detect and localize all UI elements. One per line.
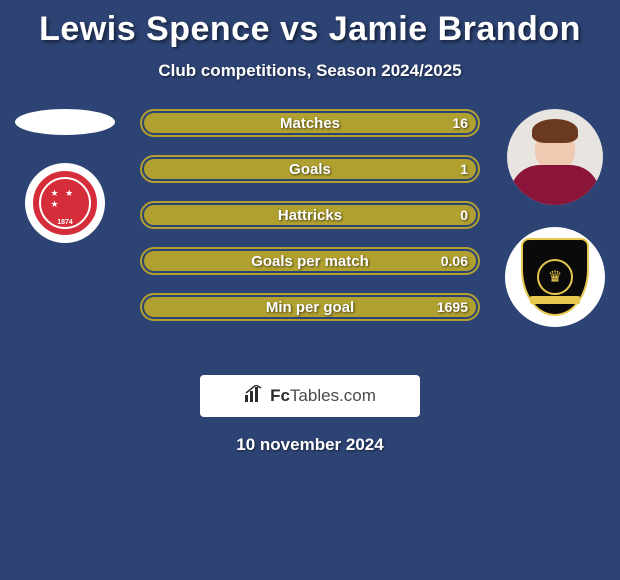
- vs-separator: vs: [280, 10, 319, 48]
- club-badge-red-circle: ★ ★ ★ 1874: [33, 171, 97, 235]
- stat-rows-container: Matches 16 Goals 1 Hattricks 0 Goals per match…: [140, 109, 480, 321]
- stat-row: Goals 1: [140, 155, 480, 183]
- player2-club-badge: ♛: [505, 227, 605, 327]
- stat-right-value: 0: [460, 207, 468, 223]
- stat-label: Goals: [289, 161, 331, 178]
- subtitle: Club competitions, Season 2024/2025: [0, 61, 620, 81]
- player2-name: Jamie Brandon: [329, 10, 581, 48]
- player1-name: Lewis Spence: [39, 10, 270, 48]
- brand-chart-icon: [244, 385, 266, 408]
- stat-row: Min per goal 1695: [140, 293, 480, 321]
- brand-text: FcTables.com: [270, 386, 376, 406]
- shield-emblem-icon: ♛: [537, 259, 573, 295]
- stat-label: Min per goal: [266, 299, 354, 316]
- player2-photo: [507, 109, 603, 205]
- club-shield: ♛: [521, 238, 589, 316]
- player2-hair: [532, 119, 578, 143]
- comparison-title: Lewis Spence vs Jamie Brandon: [0, 0, 620, 49]
- brand-suffix: .com: [339, 386, 376, 405]
- stat-right-value: 1695: [437, 299, 468, 315]
- stat-label: Matches: [280, 115, 340, 132]
- brand-attribution: FcTables.com: [200, 375, 420, 417]
- stat-label: Goals per match: [251, 253, 369, 270]
- stat-right-value: 16: [452, 115, 468, 131]
- player1-club-badge: ★ ★ ★ 1874: [25, 163, 105, 243]
- stat-right-value: 0.06: [441, 253, 468, 269]
- badge-stars-icon: ★ ★ ★: [51, 188, 80, 210]
- player1-photo-placeholder: [15, 109, 115, 135]
- badge-year: 1874: [57, 219, 73, 226]
- comparison-panel: ★ ★ ★ 1874 Matches 16 Goals 1 Hattricks 0 Goal…: [0, 109, 620, 349]
- shield-banner: [530, 296, 580, 304]
- left-player-column: ★ ★ ★ 1874: [10, 109, 120, 243]
- brand-bold: Fc: [270, 386, 290, 405]
- stat-label: Hattricks: [278, 207, 342, 224]
- brand-rest: Tables: [290, 386, 339, 405]
- stat-row: Matches 16: [140, 109, 480, 137]
- stat-right-value: 1: [460, 161, 468, 177]
- stat-row: Hattricks 0: [140, 201, 480, 229]
- right-player-column: ♛: [500, 109, 610, 327]
- stat-row: Goals per match 0.06: [140, 247, 480, 275]
- generation-date: 10 november 2024: [0, 435, 620, 455]
